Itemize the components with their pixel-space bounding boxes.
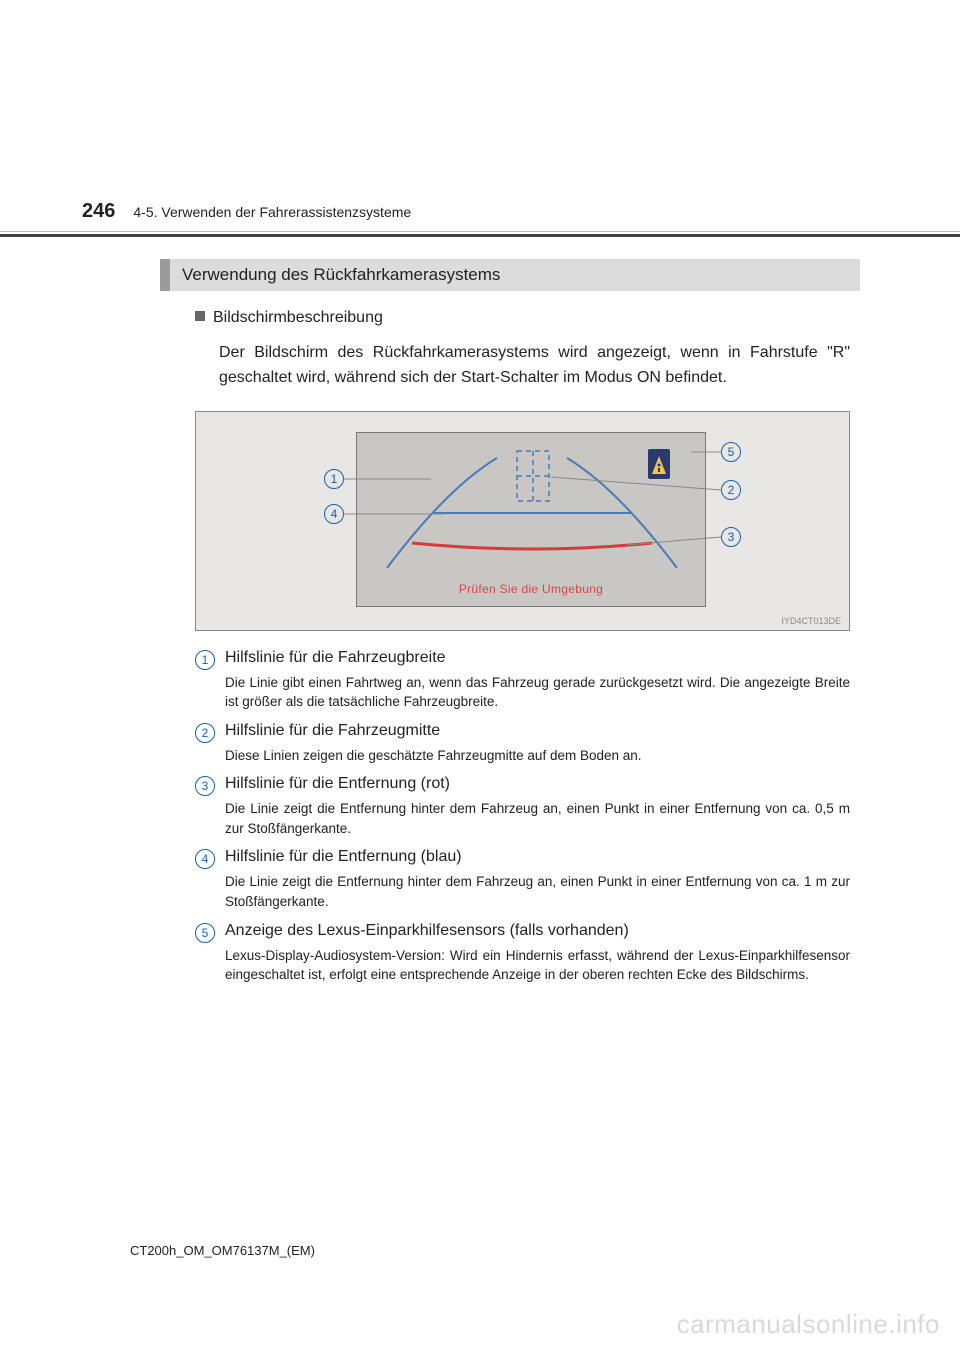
list-item-desc: Lexus-Display-Audiosystem-Version: Wird … xyxy=(225,946,850,985)
list-item: 3 Hilfslinie für die Entfernung (rot) Di… xyxy=(195,775,850,838)
list-item: 1 Hilfslinie für die Fahrzeugbreite Die … xyxy=(195,649,850,712)
sub-heading: Bildschirmbeschreibung xyxy=(195,309,850,327)
list-item-desc: Die Linie zeigt die Entfernung hinter de… xyxy=(225,799,850,838)
watermark: carmanualsonline.info xyxy=(677,1309,940,1340)
content-block: Bildschirmbeschreibung Der Bildschirm de… xyxy=(195,309,850,985)
footer-code: CT200h_OM_OM76137M_(EM) xyxy=(130,1243,315,1258)
callout-list: 1 Hilfslinie für die Fahrzeugbreite Die … xyxy=(195,649,850,985)
sub-heading-text: Bildschirmbeschreibung xyxy=(213,309,383,326)
list-item-title: Hilfslinie für die Entfernung (blau) xyxy=(225,848,850,866)
list-num-icon: 3 xyxy=(195,776,215,796)
callout-2: 2 xyxy=(721,480,741,500)
figure-id: IYD4CT013DE xyxy=(781,616,841,626)
callout-1: 1 xyxy=(324,469,344,489)
list-item-title: Anzeige des Lexus-Einparkhilfesensors (f… xyxy=(225,922,850,940)
breadcrumb: 4-5. Verwenden der Fahrerassistenzsystem… xyxy=(133,204,411,220)
square-bullet-icon xyxy=(195,311,205,321)
list-item: 4 Hilfslinie für die Entfernung (blau) D… xyxy=(195,848,850,911)
rule-thin xyxy=(0,231,960,232)
list-item-desc: Die Linie zeigt die Entfernung hinter de… xyxy=(225,872,850,911)
list-num-icon: 1 xyxy=(195,650,215,670)
list-item-desc: Diese Linien zeigen die geschätzte Fahrz… xyxy=(225,746,850,766)
callout-3: 3 xyxy=(721,527,741,547)
callout-4: 4 xyxy=(324,504,344,524)
parking-sensor-indicator-icon xyxy=(648,449,670,479)
list-item-title: Hilfslinie für die Fahrzeugmitte xyxy=(225,722,850,740)
list-num-icon: 4 xyxy=(195,849,215,869)
list-item: 2 Hilfslinie für die Fahrzeugmitte Diese… xyxy=(195,722,850,766)
list-item-desc: Die Linie gibt einen Fahrtweg an, wenn d… xyxy=(225,673,850,712)
camera-screen: Prüfen Sie die Umgebung xyxy=(356,432,706,607)
screen-caption: Prüfen Sie die Umgebung xyxy=(357,582,705,596)
list-item: 5 Anzeige des Lexus-Einparkhilfesensors … xyxy=(195,922,850,985)
page-number: 246 xyxy=(82,200,115,223)
list-item-title: Hilfslinie für die Fahrzeugbreite xyxy=(225,649,850,667)
section-title-bar: Verwendung des Rückfahrkamerasystems xyxy=(160,259,860,291)
list-num-icon: 5 xyxy=(195,923,215,943)
list-item-title: Hilfslinie für die Entfernung (rot) xyxy=(225,775,850,793)
list-num-icon: 2 xyxy=(195,723,215,743)
figure-box: Prüfen Sie die Umgebung 1 4 5 2 3 IYD4CT… xyxy=(195,411,850,631)
page: 246 4-5. Verwenden der Fahrerassistenzsy… xyxy=(0,0,960,985)
intro-paragraph: Der Bildschirm des Rückfahrkamerasystems… xyxy=(219,341,850,391)
callout-5: 5 xyxy=(721,442,741,462)
rule-thick xyxy=(0,234,960,237)
header-row: 246 4-5. Verwenden der Fahrerassistenzsy… xyxy=(82,200,860,223)
